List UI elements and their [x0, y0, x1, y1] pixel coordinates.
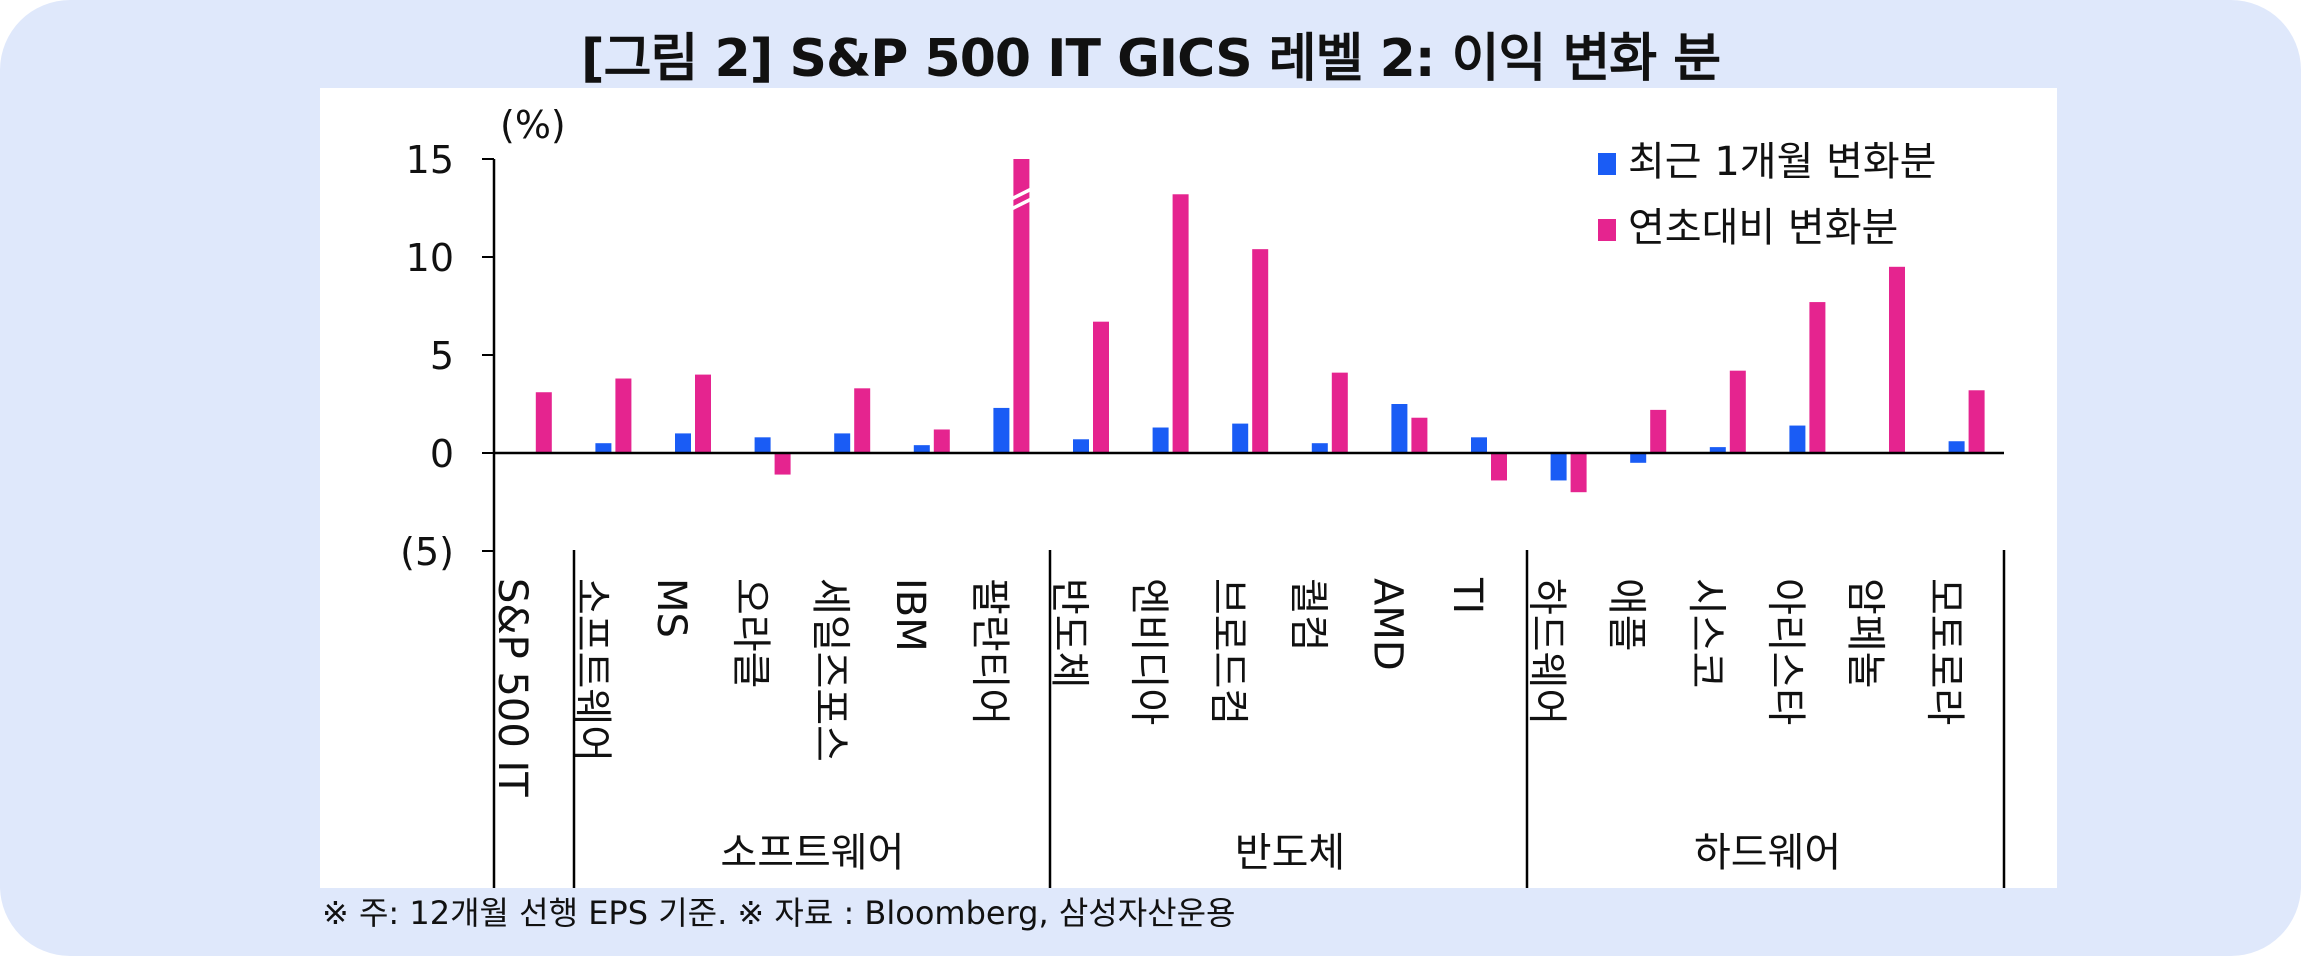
legend-label: 최근 1개월 변화분 [1628, 139, 1936, 185]
y-tick-label: (5) [400, 530, 454, 574]
x-category-label: MS [648, 578, 694, 638]
x-category-label: 암페놀 [1842, 578, 1888, 688]
x-category-label: 세일즈포스 [807, 578, 853, 762]
bar-ytd [1491, 453, 1507, 481]
bar-recent-1m [834, 433, 851, 453]
y-tick-label: 10 [406, 236, 454, 280]
x-category-label: 모토로라 [1922, 578, 1968, 725]
bar-recent-1m [1471, 437, 1487, 453]
bar-ytd [695, 374, 711, 453]
bar-ytd [1093, 321, 1109, 453]
x-category-label: 오라클 [728, 578, 774, 688]
bar-recent-1m [1630, 453, 1647, 463]
bar-recent-1m [1152, 427, 1169, 453]
y-axis-unit-label: (%) [500, 103, 566, 147]
x-category-label: 팔란티어 [966, 578, 1012, 725]
bar-ytd [933, 429, 950, 453]
x-category-label: 반도체 [1046, 578, 1092, 688]
x-category-label: TI [1444, 577, 1490, 614]
x-category-label: IBM [887, 578, 933, 652]
bar-ytd [1411, 417, 1428, 453]
legend-swatch [1598, 153, 1616, 175]
group-label: 소프트웨어 [720, 830, 904, 876]
bar-break-mark [1008, 186, 1035, 202]
x-category-label: 엔비디아 [1126, 578, 1172, 725]
bar-ytd [1172, 194, 1189, 453]
x-category-label: S&P 500 IT [489, 578, 535, 797]
bar-recent-1m [1789, 425, 1806, 453]
x-category-label: 하드웨어 [1524, 578, 1570, 725]
bar-recent-1m [1550, 453, 1567, 481]
x-category-label: 시스코 [1683, 578, 1729, 688]
x-category-label: 소프트웨어 [568, 578, 614, 762]
bar-recent-1m [1948, 441, 1965, 453]
x-category-label: AMD [1364, 578, 1410, 671]
legend-swatch [1598, 219, 1616, 241]
chart-title: [그림 2] S&P 500 IT GICS 레벨 2: 이익 변화 분 [580, 29, 1721, 89]
bar-break-mark [1008, 196, 1035, 212]
y-tick-label: 0 [430, 432, 454, 476]
y-tick-label: 5 [430, 334, 454, 378]
x-category-label: 아리스타 [1762, 578, 1808, 725]
bar-ytd [1650, 409, 1667, 453]
bar-recent-1m [675, 433, 691, 453]
bar-recent-1m [913, 445, 930, 453]
bar-recent-1m [993, 407, 1010, 453]
bar-ytd [1570, 453, 1587, 493]
bar-ytd [774, 453, 791, 475]
bar-ytd [1968, 390, 1985, 453]
bar-ytd [615, 378, 632, 453]
bar-recent-1m [1391, 404, 1408, 453]
bar-recent-1m [1311, 443, 1328, 453]
group-label: 반도체 [1235, 830, 1345, 876]
bar-ytd [1252, 249, 1269, 453]
bar-ytd [1331, 372, 1348, 453]
x-category-label: 퀄컴 [1285, 578, 1331, 652]
y-tick-label: 15 [406, 138, 454, 182]
bar-ytd [1809, 302, 1826, 453]
bar-recent-1m [1073, 439, 1089, 453]
bar-ytd [854, 388, 871, 453]
bar-recent-1m [595, 443, 612, 453]
bar-recent-1m [1709, 447, 1726, 453]
x-category-label: 애플 [1603, 578, 1649, 652]
bar-ytd [1889, 266, 1905, 453]
bar-recent-1m [754, 437, 771, 453]
bar-ytd [1013, 159, 1030, 453]
legend-label: 연초대비 변화분 [1628, 205, 1898, 251]
bar-recent-1m [1232, 423, 1249, 453]
bar-ytd [535, 392, 552, 453]
footnote: ※ 주: 12개월 선행 EPS 기준. ※ 자료 : Bloomberg, 삼… [322, 894, 1236, 932]
x-category-label: 브로드컴 [1205, 578, 1251, 725]
group-label: 하드웨어 [1694, 830, 1841, 876]
bar-ytd [1729, 370, 1746, 453]
